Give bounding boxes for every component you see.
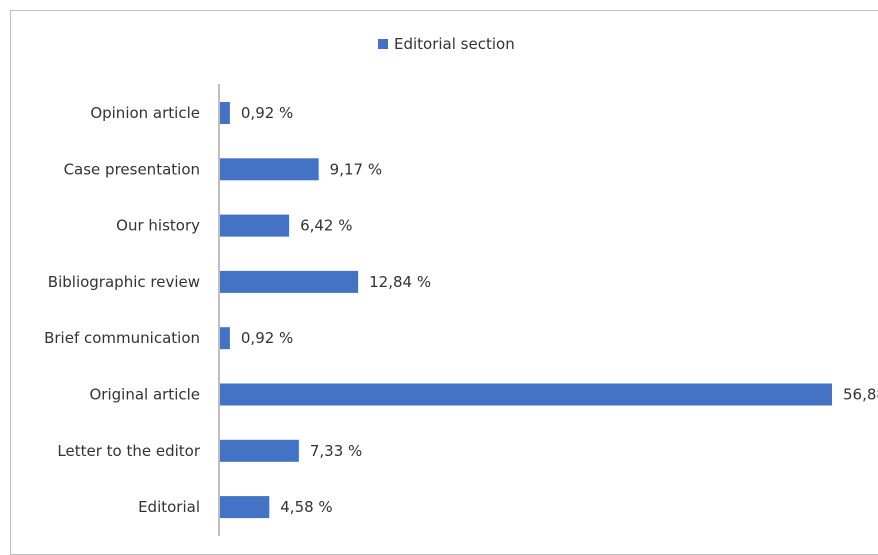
category-label: Case presentation xyxy=(64,160,200,178)
bar xyxy=(220,271,358,293)
bar xyxy=(220,102,230,124)
bar xyxy=(220,496,269,518)
category-label: Editorial xyxy=(138,498,200,516)
data-label: 0,92 % xyxy=(241,104,293,122)
data-label: 9,17 % xyxy=(330,160,382,178)
bar xyxy=(220,158,319,180)
data-label: 7,33 % xyxy=(310,442,362,460)
bar xyxy=(220,384,832,406)
category-label: Letter to the editor xyxy=(57,442,200,460)
category-label: Our history xyxy=(116,217,200,235)
data-label: 12,84 % xyxy=(369,273,431,291)
bar xyxy=(220,440,299,462)
data-label: 4,58 % xyxy=(280,498,332,516)
category-label: Brief communication xyxy=(44,329,200,347)
data-label: 6,42 % xyxy=(300,217,352,235)
category-label: Original article xyxy=(89,386,200,404)
bar xyxy=(220,215,289,237)
data-label: 0,92 % xyxy=(241,329,293,347)
bar xyxy=(220,327,230,349)
category-label: Opinion article xyxy=(90,104,200,122)
data-label: 56,88 % xyxy=(843,386,878,404)
category-label: Bibliographic review xyxy=(48,273,200,291)
